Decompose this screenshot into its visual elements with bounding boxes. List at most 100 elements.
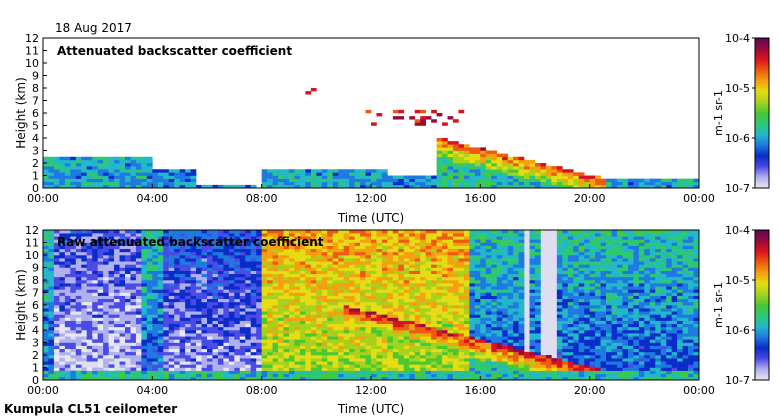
heatmap-cell <box>114 267 120 271</box>
heatmap-cell <box>447 301 454 306</box>
heatmap-cell <box>398 116 405 120</box>
heatmap-cell <box>502 248 508 253</box>
heatmap-cell <box>365 320 372 325</box>
heatmap-cell <box>146 323 153 328</box>
heatmap-cell <box>141 351 148 356</box>
heatmap-cell <box>239 345 246 350</box>
x-axis-label: Time (UTC) <box>337 211 404 225</box>
heatmap-cell <box>114 230 120 234</box>
heatmap-cell <box>114 326 120 331</box>
heatmap-cell <box>283 348 290 353</box>
heatmap-cell <box>190 301 197 306</box>
heatmap-cell <box>338 339 344 343</box>
heatmap-cell <box>327 233 334 237</box>
heatmap-cell <box>179 276 186 281</box>
heatmap-cell <box>513 276 519 281</box>
heatmap-cell <box>278 264 284 268</box>
heatmap-cell <box>485 317 492 321</box>
heatmap-cell <box>81 245 88 250</box>
heatmap-cell <box>43 355 49 359</box>
heatmap-cell <box>496 342 503 346</box>
heatmap-cell <box>365 286 372 290</box>
heatmap-cell <box>146 373 153 378</box>
heatmap-cell <box>354 264 361 268</box>
heatmap-cell <box>278 178 284 183</box>
heatmap-cell <box>114 320 120 325</box>
heatmap-cell <box>125 181 131 186</box>
heatmap-cell <box>272 348 279 353</box>
heatmap-cell <box>540 169 547 173</box>
heatmap-cell <box>64 248 71 253</box>
heatmap-cell <box>163 273 170 278</box>
heatmap-cell <box>453 230 459 234</box>
heatmap-cell <box>135 175 142 179</box>
heatmap-cell <box>239 364 246 368</box>
heatmap-cell <box>513 345 519 350</box>
heatmap-cell <box>70 181 77 186</box>
heatmap-cell <box>453 261 459 265</box>
heatmap-cell <box>392 283 399 287</box>
heatmap-cell <box>294 181 301 186</box>
heatmap-cell <box>196 314 202 318</box>
heatmap-cell <box>146 358 153 362</box>
heatmap-cell <box>436 373 443 378</box>
heatmap-cell <box>86 351 93 356</box>
heatmap-cell <box>365 175 372 179</box>
heatmap-cell <box>289 330 295 334</box>
heatmap-cell <box>261 181 268 186</box>
heatmap-cell <box>349 230 355 234</box>
heatmap-cell <box>190 345 197 350</box>
heatmap-cell <box>327 248 334 253</box>
heatmap-cell <box>130 289 137 293</box>
heatmap-cell <box>442 283 448 287</box>
heatmap-cell <box>53 172 60 176</box>
heatmap-cell <box>403 264 410 268</box>
heatmap-cell <box>289 245 295 250</box>
heatmap-cell <box>453 364 459 368</box>
heatmap-cell <box>168 270 175 275</box>
heatmap-cell <box>261 245 268 250</box>
heatmap-cell <box>245 330 252 334</box>
heatmap-cell <box>403 311 410 315</box>
heatmap-cell <box>496 339 503 343</box>
heatmap-cell <box>332 348 339 353</box>
heatmap-cell <box>447 163 454 167</box>
heatmap-cell <box>425 184 432 189</box>
heatmap-cell <box>97 255 104 259</box>
heatmap-cell <box>261 178 268 183</box>
heatmap-cell <box>141 348 148 353</box>
heatmap-cell <box>141 245 148 250</box>
heatmap-cell <box>278 248 284 253</box>
heatmap-cell <box>81 351 88 356</box>
heatmap-cell <box>381 251 388 256</box>
heatmap-cell <box>354 330 361 334</box>
heatmap-cell <box>436 326 443 331</box>
heatmap-cell <box>365 342 372 346</box>
heatmap-cell <box>414 361 421 365</box>
heatmap-cell <box>168 230 175 234</box>
heatmap-cell <box>92 156 98 161</box>
heatmap-cell <box>267 181 273 186</box>
heatmap-cell <box>81 270 88 275</box>
heatmap-cell <box>59 236 66 240</box>
heatmap-cell <box>469 336 476 340</box>
heatmap-cell <box>234 295 241 300</box>
heatmap-cell <box>573 181 580 186</box>
heatmap-cell <box>316 292 323 296</box>
heatmap-cell <box>403 305 410 309</box>
heatmap-cell <box>48 159 55 164</box>
heatmap-cell <box>425 273 432 278</box>
heatmap-cell <box>234 298 241 303</box>
heatmap-cell <box>245 361 252 365</box>
heatmap-cell <box>365 373 372 378</box>
heatmap-cell <box>278 239 284 243</box>
heatmap-cell <box>267 330 273 334</box>
heatmap-cell <box>141 156 148 161</box>
heatmap-cell <box>376 358 383 362</box>
heatmap-cell <box>371 258 377 262</box>
heatmap-cell <box>152 178 159 183</box>
heatmap-cell <box>59 276 66 281</box>
heatmap-cell <box>59 264 66 268</box>
heatmap-cell <box>469 314 476 318</box>
heatmap-cell <box>425 314 432 318</box>
